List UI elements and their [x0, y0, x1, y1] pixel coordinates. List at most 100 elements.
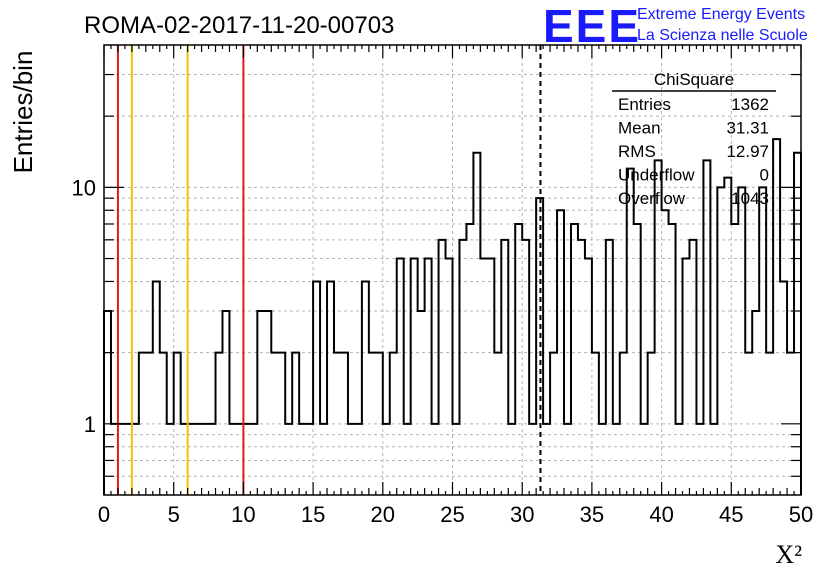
histogram-bin	[153, 281, 160, 495]
histogram-bin	[641, 424, 648, 495]
histogram-bin	[557, 210, 564, 495]
histogram-bin	[125, 424, 132, 495]
histogram-bin	[543, 424, 550, 495]
histogram-bin	[257, 311, 264, 495]
histogram-bin	[285, 424, 292, 495]
histogram-bin	[355, 424, 362, 495]
chart-title: ROMA-02-2017-11-20-00703	[84, 12, 394, 39]
stats-value: 0	[760, 166, 769, 185]
histogram-bin	[515, 224, 522, 495]
histogram-bin	[209, 424, 216, 495]
x-axis-label: X²	[775, 540, 802, 569]
histogram-bin	[397, 259, 404, 495]
histogram-bin	[564, 424, 571, 495]
histogram-bin	[585, 259, 592, 495]
x-tick-label: 35	[580, 502, 604, 527]
histogram-bin	[627, 169, 634, 495]
x-tick-label: 15	[301, 502, 325, 527]
histogram-bin	[334, 353, 341, 495]
x-tick-label: 50	[789, 502, 813, 527]
histogram-bin	[759, 187, 766, 495]
histogram-bin	[578, 240, 585, 495]
eee-logo-mark: EEE	[543, 0, 641, 52]
stats-box: ChiSquare Entries 1362 Mean 31.31 RMS 12.97 Un…	[612, 70, 776, 208]
histogram-bin	[425, 259, 432, 495]
histogram-bin	[271, 353, 278, 495]
histogram-bin	[174, 353, 181, 495]
histogram-bin	[432, 424, 439, 495]
histogram-bin	[341, 353, 348, 495]
histogram-bin	[599, 424, 606, 495]
histogram-bin	[745, 353, 752, 495]
x-tick-label: 0	[98, 502, 110, 527]
y-tick-label: 10	[72, 175, 96, 200]
histogram-bin	[118, 424, 125, 495]
histogram-bin	[453, 424, 460, 495]
histogram-bin	[411, 259, 418, 495]
histogram-bin	[669, 224, 676, 495]
histogram-bin	[731, 224, 738, 495]
histogram-bin	[766, 353, 773, 495]
stats-value: 1043	[731, 189, 769, 208]
histogram-bin	[676, 424, 683, 495]
histogram-bin	[529, 424, 536, 495]
histogram-bin	[202, 424, 209, 495]
stats-value: 1362	[731, 95, 769, 114]
histogram-bin	[717, 187, 724, 495]
x-tick-label: 20	[371, 502, 395, 527]
histogram-bin	[132, 424, 139, 495]
histogram-bin	[655, 160, 662, 495]
histogram-bin	[571, 224, 578, 495]
histogram-bin	[167, 424, 174, 495]
histogram-outline	[103, 138, 802, 495]
histogram-bin	[292, 353, 299, 495]
x-tick-label: 5	[168, 502, 180, 527]
histogram-bin	[773, 139, 780, 495]
histogram-bin	[522, 240, 529, 495]
histogram-bin	[390, 353, 397, 495]
histogram-bin	[446, 259, 453, 495]
marker-lines	[116, 45, 542, 495]
histogram-bin	[494, 353, 501, 495]
x-tick-label: 40	[649, 502, 673, 527]
stats-value: 12.97	[726, 142, 769, 161]
histogram-bin	[662, 210, 669, 495]
histogram-bin	[104, 311, 111, 495]
histogram-bin	[613, 424, 620, 495]
histogram-bin	[439, 240, 446, 495]
histogram-bin	[418, 311, 425, 495]
histogram-bin	[278, 353, 285, 495]
histogram-bin	[313, 281, 320, 495]
histogram-bin	[376, 353, 383, 495]
histogram-bin	[738, 187, 745, 495]
histogram-bin	[592, 353, 599, 495]
x-tick-label: 30	[510, 502, 534, 527]
histogram-bin	[508, 424, 515, 495]
x-tick-label: 25	[440, 502, 464, 527]
histogram-bin	[181, 424, 188, 495]
histogram-bin	[146, 353, 153, 495]
histogram-bin	[327, 281, 334, 495]
histogram-bin	[634, 224, 641, 495]
histogram-bin	[487, 259, 494, 495]
histogram-bin	[606, 240, 613, 495]
eee-logo: EEE Extreme Energy Events La Scienza nel…	[543, 0, 808, 52]
histogram-bin	[794, 153, 801, 495]
axis-ticks: 0 5 10 15 20 25 30 35 40 45 50 1 10	[72, 45, 813, 527]
logo-line-1: Extreme Energy Events	[637, 6, 805, 23]
y-tick-label: 1	[84, 412, 96, 437]
stats-label: Overflow	[618, 189, 686, 208]
histogram-bin	[160, 353, 167, 495]
histogram-bin	[216, 353, 223, 495]
x-tick-label: 45	[719, 502, 743, 527]
histogram-bin	[689, 240, 696, 495]
logo-line-2: La Scienza nelle Scuole	[637, 27, 808, 44]
y-axis-label: Entries/bin	[8, 51, 38, 174]
histogram-bin	[369, 353, 376, 495]
histogram-bin	[188, 424, 195, 495]
histogram-bin	[550, 353, 557, 495]
stats-value: 31.31	[726, 119, 769, 138]
histogram-bin	[320, 424, 327, 495]
histogram-bin	[648, 353, 655, 495]
histogram-bin	[473, 153, 480, 495]
